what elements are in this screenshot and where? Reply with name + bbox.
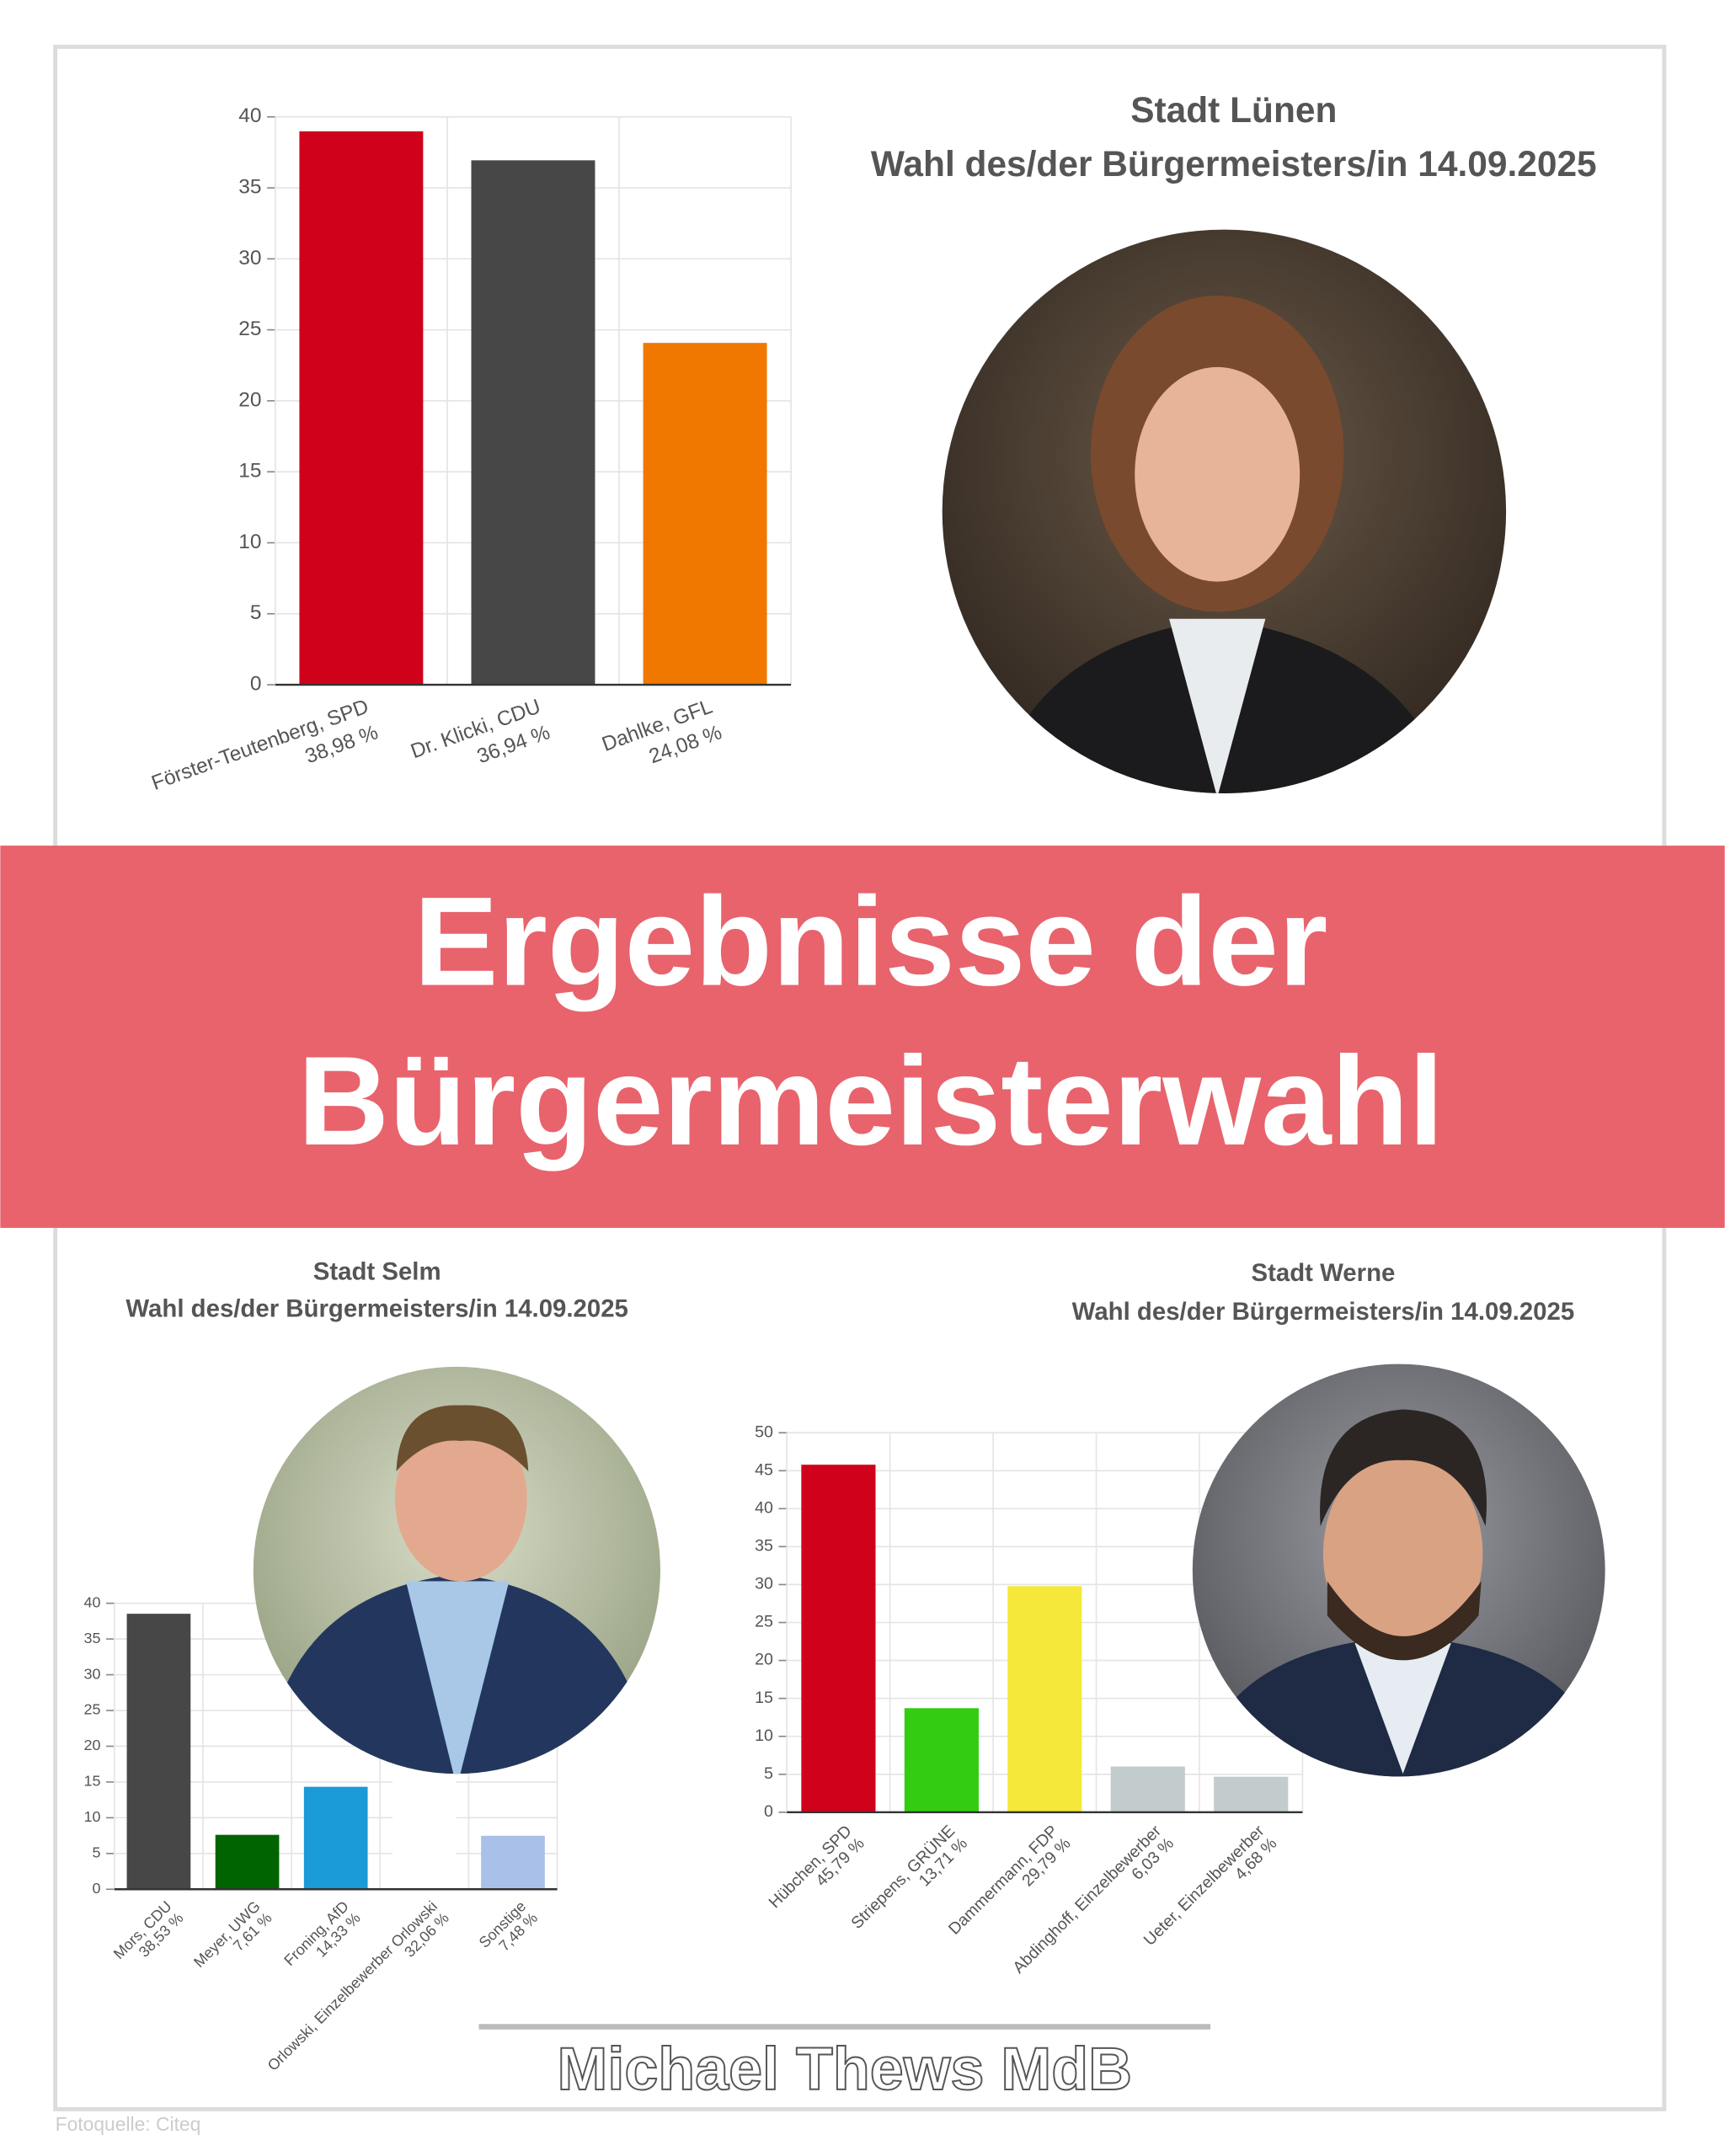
y-tick-label: 35 <box>238 176 261 199</box>
y-tick-label: 20 <box>238 388 261 411</box>
y-tick-label: 25 <box>755 1613 773 1631</box>
chart-subtitle: Wahl des/der Bürgermeisters/in 14.09.202… <box>871 144 1597 184</box>
y-tick-label: 15 <box>755 1689 773 1707</box>
photo-luenen <box>942 229 1507 794</box>
bar <box>1214 1776 1289 1812</box>
chart-subtitle: Wahl des/der Bürgermeisters/in 14.09.202… <box>126 1295 628 1323</box>
y-tick-label: 5 <box>764 1764 773 1783</box>
y-tick-label: 40 <box>84 1593 101 1610</box>
y-tick-label: 0 <box>764 1802 773 1821</box>
bar <box>303 1786 368 1890</box>
chart-subtitle: Wahl des/der Bürgermeisters/in 14.09.202… <box>1072 1298 1574 1326</box>
y-tick-label: 45 <box>755 1460 773 1479</box>
chart-title: Stadt Lünen <box>1130 90 1337 130</box>
y-tick-label: 25 <box>238 318 261 340</box>
bar <box>481 1835 545 1890</box>
bar <box>1110 1766 1185 1812</box>
y-tick-label: 5 <box>250 601 262 624</box>
y-tick-label: 10 <box>238 531 261 553</box>
y-tick-label: 10 <box>84 1808 101 1825</box>
bar <box>215 1834 280 1890</box>
y-tick-label: 50 <box>755 1422 773 1441</box>
y-tick-label: 40 <box>238 104 261 127</box>
bar <box>904 1708 979 1812</box>
y-tick-label: 15 <box>84 1773 101 1790</box>
photo-credit: Fotoquelle: Citeq <box>56 2113 201 2135</box>
y-tick-label: 30 <box>84 1665 101 1682</box>
y-tick-label: 15 <box>238 460 261 483</box>
y-tick-label: 0 <box>250 673 262 696</box>
bar <box>643 343 767 686</box>
photo-werne <box>1192 1364 1605 1777</box>
banner-line: Ergebnisse der <box>414 870 1327 1011</box>
author: Michael Thews MdB <box>558 2036 1132 2103</box>
y-tick-label: 35 <box>755 1537 773 1556</box>
banner <box>0 846 1725 1228</box>
photo-selm <box>253 1366 660 1774</box>
y-tick-label: 30 <box>238 247 261 270</box>
chart-title: Stadt Werne <box>1252 1259 1396 1287</box>
bar <box>1007 1586 1082 1812</box>
y-tick-label: 10 <box>755 1726 773 1745</box>
y-tick-label: 35 <box>84 1630 101 1646</box>
bar <box>126 1614 191 1890</box>
y-tick-label: 0 <box>93 1880 101 1897</box>
y-tick-label: 20 <box>84 1737 101 1753</box>
banner-line: Bürgermeisterwahl <box>298 1030 1445 1171</box>
y-tick-label: 25 <box>84 1701 101 1718</box>
y-tick-label: 30 <box>755 1575 773 1593</box>
chart-title: Stadt Selm <box>313 1258 441 1286</box>
bar <box>299 131 424 686</box>
y-tick-label: 5 <box>93 1844 101 1861</box>
bar <box>801 1465 876 1812</box>
y-tick-label: 40 <box>755 1499 773 1518</box>
y-tick-label: 20 <box>755 1651 773 1669</box>
bar <box>471 160 595 686</box>
